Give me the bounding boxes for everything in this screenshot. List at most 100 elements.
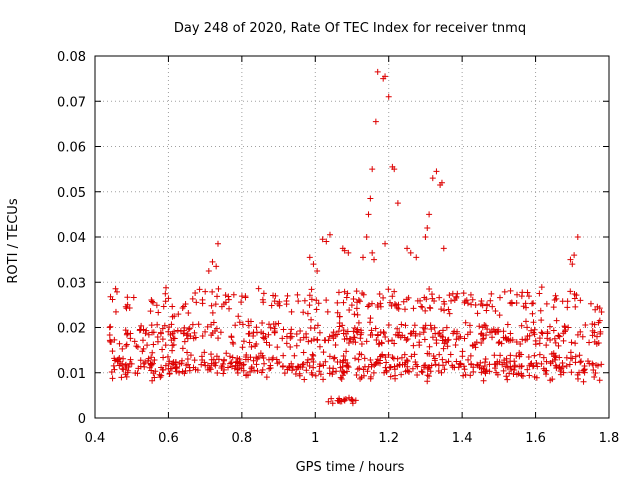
data-point bbox=[560, 337, 567, 344]
data-point bbox=[577, 328, 584, 335]
data-point bbox=[243, 352, 250, 359]
data-point bbox=[392, 372, 399, 379]
data-point bbox=[428, 326, 435, 333]
data-point bbox=[225, 296, 232, 303]
data-points bbox=[106, 68, 605, 407]
data-point bbox=[444, 343, 451, 350]
data-point bbox=[314, 336, 321, 343]
data-point bbox=[225, 293, 232, 300]
data-point bbox=[217, 329, 224, 336]
data-point bbox=[186, 325, 193, 332]
grid bbox=[95, 56, 609, 418]
data-point bbox=[556, 333, 563, 340]
data-point bbox=[202, 288, 209, 295]
data-point bbox=[208, 360, 215, 367]
data-point bbox=[348, 396, 355, 403]
data-point bbox=[561, 323, 568, 330]
data-point bbox=[189, 321, 196, 328]
data-point bbox=[221, 366, 228, 373]
data-point bbox=[489, 303, 496, 310]
data-point bbox=[159, 346, 166, 353]
data-point bbox=[361, 355, 368, 362]
data-point bbox=[395, 305, 402, 312]
data-point bbox=[421, 336, 428, 343]
data-point bbox=[430, 353, 437, 360]
data-point bbox=[578, 358, 585, 365]
data-point bbox=[113, 288, 120, 295]
data-point bbox=[440, 345, 447, 352]
data-point bbox=[169, 330, 176, 337]
data-point bbox=[510, 370, 517, 377]
data-point bbox=[488, 290, 495, 297]
data-point bbox=[513, 339, 520, 346]
data-point bbox=[227, 360, 234, 367]
data-point bbox=[232, 362, 239, 369]
data-point bbox=[169, 347, 176, 354]
y-tick-label: 0.05 bbox=[57, 186, 86, 201]
data-point bbox=[342, 396, 349, 403]
data-point bbox=[552, 339, 559, 346]
data-point bbox=[310, 261, 317, 268]
data-point bbox=[201, 349, 208, 356]
data-point bbox=[481, 322, 488, 329]
data-point bbox=[379, 352, 386, 359]
data-point bbox=[134, 344, 141, 351]
data-point bbox=[351, 324, 358, 331]
data-point bbox=[410, 305, 417, 312]
data-point bbox=[240, 367, 247, 374]
data-point bbox=[124, 301, 131, 308]
data-point bbox=[150, 299, 157, 306]
data-point bbox=[266, 321, 273, 328]
data-point bbox=[563, 354, 570, 361]
data-point bbox=[518, 322, 525, 329]
data-point bbox=[403, 337, 410, 344]
data-point bbox=[198, 353, 205, 360]
data-point bbox=[137, 357, 144, 364]
data-point bbox=[109, 296, 116, 303]
data-point bbox=[525, 353, 532, 360]
data-point bbox=[497, 352, 504, 359]
data-point bbox=[247, 368, 254, 375]
x-tick-label: 1.4 bbox=[452, 431, 473, 446]
data-point bbox=[275, 320, 282, 327]
data-point bbox=[266, 365, 273, 372]
data-point bbox=[137, 326, 144, 333]
data-point bbox=[261, 335, 268, 342]
data-point bbox=[580, 378, 587, 385]
data-point bbox=[195, 321, 202, 328]
data-point bbox=[261, 360, 268, 367]
data-point bbox=[449, 362, 456, 369]
data-point bbox=[474, 310, 481, 317]
data-point bbox=[405, 294, 412, 301]
data-point bbox=[547, 360, 554, 367]
data-point bbox=[376, 290, 383, 297]
data-point bbox=[429, 334, 436, 341]
data-point bbox=[319, 236, 326, 243]
data-point bbox=[340, 369, 347, 376]
data-point bbox=[208, 351, 215, 358]
data-point bbox=[199, 300, 206, 307]
data-point bbox=[387, 364, 394, 371]
data-point bbox=[345, 340, 352, 347]
data-point bbox=[225, 364, 232, 371]
data-point bbox=[577, 297, 584, 304]
data-point bbox=[340, 330, 347, 337]
data-point bbox=[160, 303, 167, 310]
data-point bbox=[209, 309, 216, 316]
data-point bbox=[555, 332, 562, 339]
data-point bbox=[592, 306, 599, 313]
data-point bbox=[248, 343, 255, 350]
data-point bbox=[328, 395, 335, 402]
data-point bbox=[355, 319, 362, 326]
data-point bbox=[214, 293, 221, 300]
data-point bbox=[154, 321, 161, 328]
data-point bbox=[116, 340, 123, 347]
data-point bbox=[348, 302, 355, 309]
data-point bbox=[300, 334, 307, 341]
data-point bbox=[435, 362, 442, 369]
data-point bbox=[414, 363, 421, 370]
data-point bbox=[482, 368, 489, 375]
data-point bbox=[394, 363, 401, 370]
data-point bbox=[595, 340, 602, 347]
data-point bbox=[254, 367, 261, 374]
